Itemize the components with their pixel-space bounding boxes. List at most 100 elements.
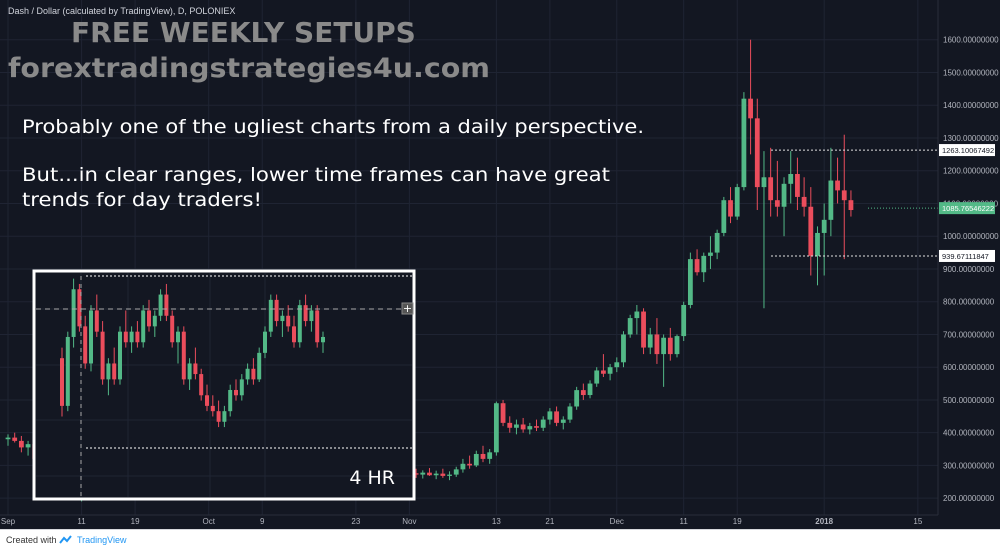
candle-body: [687, 259, 693, 305]
inset-candle-body: [268, 299, 273, 332]
inset-candle-body: [222, 411, 227, 422]
candle-body: [534, 426, 539, 428]
price-tick-label: 300.00000000: [943, 461, 995, 470]
inset-candle-body: [303, 305, 308, 322]
price-tick-label: 900.00000000: [943, 265, 995, 274]
tradingview-brand-link[interactable]: TradingView: [77, 535, 127, 545]
inset-candle-body: [123, 331, 128, 343]
candle-body: [607, 367, 613, 374]
candle-body: [18, 440, 24, 448]
inset-candle-body: [228, 389, 233, 412]
inset-candle-body: [187, 363, 192, 380]
price-tick-label: 800.00000000: [943, 298, 995, 307]
candle-body: [520, 424, 526, 430]
inset-candle-body: [181, 331, 186, 380]
inset-candle-body: [83, 326, 88, 364]
inset-crosshair-box[interactable]: [401, 302, 414, 315]
candle-body: [741, 98, 747, 188]
price-tick-label: 500.00000000: [943, 396, 995, 405]
inset-candle-body: [158, 294, 163, 316]
inset-candle-body: [152, 315, 157, 327]
inset-candle-body: [112, 363, 117, 380]
candle-body: [500, 403, 506, 423]
inset-candle-body: [89, 310, 93, 364]
candle-body: [694, 259, 700, 273]
time-tick-label: Nov: [402, 517, 416, 526]
candle-body: [795, 174, 800, 197]
candle-body: [547, 411, 553, 420]
candle-body: [774, 200, 780, 207]
candle-body: [601, 370, 606, 374]
inset-candle-body: [297, 305, 302, 343]
annotation-line-2: But...in clear ranges, lower time frames…: [22, 164, 610, 186]
inset-candle-body: [280, 315, 285, 322]
price-badges: 1263.10067492 939.67111847 1085.76546222: [939, 144, 995, 262]
candle-body: [721, 200, 727, 233]
candle-body: [453, 469, 459, 475]
candle-body: [487, 452, 493, 459]
time-tick-label: Oct: [202, 517, 215, 526]
time-tick-label: 13: [492, 517, 501, 526]
inset-candle-body: [216, 411, 221, 422]
inset-crosshair-plus: +: [403, 302, 412, 315]
inset-candle-body: [100, 331, 105, 380]
range-level-label: 939.67111847: [942, 252, 989, 261]
candle-body: [627, 318, 633, 335]
time-tick-label: 2018: [815, 517, 833, 526]
candle-body: [681, 304, 687, 337]
candle-body: [848, 200, 854, 211]
inset-candle-body: [170, 315, 175, 343]
candle-body: [734, 187, 740, 217]
candle-body: [25, 444, 31, 448]
candle-body: [634, 311, 640, 319]
candle-body: [815, 232, 820, 256]
range-level-badge: [939, 249, 995, 262]
candle-body: [761, 177, 767, 188]
inset-candle-body: [164, 294, 169, 316]
price-tick-label: 700.00000000: [943, 330, 995, 339]
candle-body: [768, 177, 774, 201]
time-tick-label: Dec: [610, 517, 624, 526]
tradingview-logo-icon: [59, 535, 72, 544]
range-level-badge: [939, 144, 995, 157]
price-tick-label: 400.00000000: [943, 429, 995, 438]
price-tick-label: 1200.00000000: [943, 167, 999, 176]
time-tick-label: 23: [351, 517, 360, 526]
inset-candle-body: [245, 368, 250, 380]
candle-body: [574, 390, 580, 407]
inset-candle-body: [193, 363, 198, 375]
inset-candle-body: [129, 331, 134, 343]
candle-body: [507, 422, 513, 428]
candle-body: [540, 419, 546, 428]
inset-candle-body: [199, 374, 204, 396]
candle-body: [621, 334, 626, 363]
inset-candle-body: [239, 379, 244, 396]
candle-body: [754, 118, 760, 188]
candle-body: [841, 190, 847, 201]
inset-candle-body: [60, 358, 64, 406]
candle-body: [420, 472, 426, 475]
time-axis[interactable]: Sep 11 19 Oct 9 23 Nov 13 21 Dec 11 19 2018 15: [1, 517, 923, 526]
watermark-title: FREE WEEKLY SETUPS: [71, 16, 416, 49]
candle-body: [587, 383, 593, 396]
inset-timeframe-label: 4 HR: [349, 467, 395, 489]
candle-body: [433, 473, 439, 476]
candle-body: [480, 453, 486, 459]
price-tick-label: 1400.00000000: [943, 101, 999, 110]
inset-candles: [60, 278, 325, 428]
annotation-line-1: Probably one of the ugliest charts from …: [22, 116, 644, 138]
inset-candle-body: [94, 310, 99, 332]
price-axis[interactable]: 1600.00000000 1500.00000000 1400.00000000 1…: [943, 36, 999, 503]
candle-body: [514, 424, 519, 428]
inset-candle-body: [118, 331, 122, 380]
candle-body: [440, 473, 446, 476]
price-tick-label: 1000.00000000: [943, 232, 999, 241]
candle-body: [460, 463, 466, 470]
price-tick-label: 200.00000000: [943, 494, 995, 503]
last-price-badge: [939, 202, 995, 215]
candle-body: [781, 183, 787, 207]
candle-body: [413, 473, 419, 475]
inset-candle-body: [286, 315, 291, 327]
candle-body: [447, 474, 452, 476]
